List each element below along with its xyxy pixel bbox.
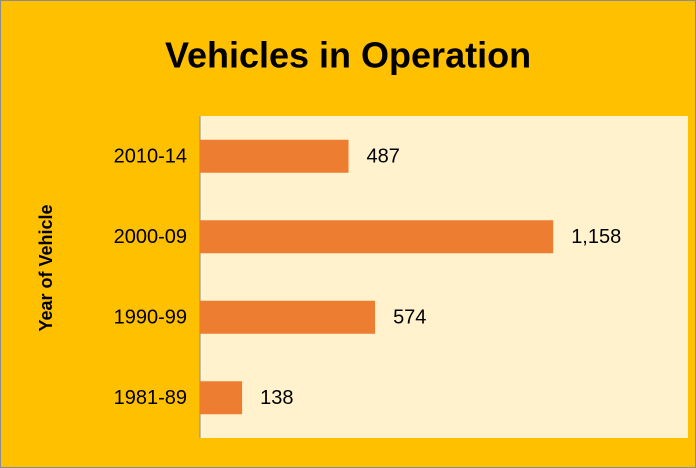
- chart-title: Vehicles in Operation: [165, 35, 531, 76]
- y-axis-label: Year of Vehicle: [36, 204, 56, 331]
- y-tick-label: 2010-14: [114, 146, 187, 168]
- y-tick-label: 1981-89: [114, 387, 187, 409]
- bar: [200, 139, 349, 173]
- bar: [200, 300, 376, 334]
- y-tick-label: 1990-99: [114, 307, 187, 329]
- bar: [200, 220, 554, 254]
- bar: [200, 381, 243, 415]
- data-label: 487: [367, 146, 400, 168]
- data-label: 138: [260, 387, 293, 409]
- data-label: 574: [393, 307, 426, 329]
- y-tick-label: 2000-09: [114, 226, 187, 248]
- data-label: 1,158: [571, 226, 621, 248]
